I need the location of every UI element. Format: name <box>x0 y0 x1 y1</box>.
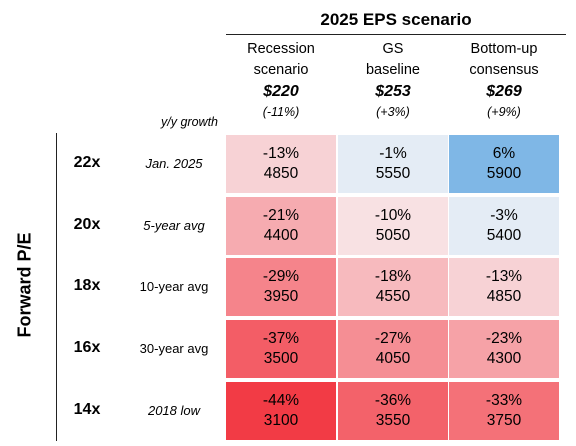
column-growth: (-11%) <box>262 105 300 119</box>
heatmap-cell: -13% 4850 <box>226 135 336 193</box>
column-header: Bottom-up consensus $269 (+9%) <box>449 39 559 123</box>
cell-level: 4300 <box>486 350 522 367</box>
heatmap-cell: 6% 5900 <box>449 135 559 193</box>
cell-change: -36% <box>374 392 412 409</box>
heatmap-cell: -1% 5550 <box>338 135 448 193</box>
cell-change: -37% <box>262 330 300 347</box>
chart-title: 2025 EPS scenario <box>320 10 472 29</box>
cell-level: 3550 <box>375 412 411 429</box>
cell-change: -23% <box>485 330 523 347</box>
heatmap-cell: -27% 4050 <box>338 320 448 378</box>
pe-basis: 2018 low <box>147 403 201 418</box>
heatmap-cell: -3% 5400 <box>449 197 559 255</box>
growth-row-label: y/y growth <box>161 115 218 129</box>
cell-change: -10% <box>374 207 412 224</box>
heatmap-cell: -18% 4550 <box>338 258 448 316</box>
heatmap-cell: -21% 4400 <box>226 197 336 255</box>
column-name-line: consensus <box>469 62 539 78</box>
cell-level: 4400 <box>263 227 299 244</box>
cell-change: -21% <box>262 207 300 224</box>
cell-change: -13% <box>262 145 300 162</box>
column-name-line: Recession <box>247 41 315 57</box>
heatmap-cell: -10% 5050 <box>338 197 448 255</box>
column-name-line: Bottom-up <box>470 41 538 57</box>
cell-change: 6% <box>492 145 516 162</box>
cell-change: -33% <box>485 392 523 409</box>
column-header: Recession scenario $220 (-11%) <box>226 39 336 123</box>
row-axis-label: Forward P/E <box>0 130 50 440</box>
column-header: GS baseline $253 (+3%) <box>338 39 448 123</box>
column-growth: (+3%) <box>376 105 410 119</box>
cell-change: -1% <box>379 145 407 162</box>
column-name-line: scenario <box>253 62 309 78</box>
cell-level: 5550 <box>375 165 411 182</box>
pe-basis: 30-year avg <box>139 341 209 356</box>
cell-level: 4850 <box>486 288 522 305</box>
cell-level: 5050 <box>375 227 411 244</box>
title-divider <box>226 34 566 35</box>
cell-change: -18% <box>374 268 412 285</box>
heatmap-cell: -37% 3500 <box>226 320 336 378</box>
cell-level: 4050 <box>375 350 411 367</box>
heatmap-cell: -36% 3550 <box>338 382 448 440</box>
row-axis-label-text: Forward P/E <box>14 232 35 338</box>
cell-level: 4550 <box>375 288 411 305</box>
heatmap-cell: -13% 4850 <box>449 258 559 316</box>
column-name-line: GS <box>382 41 404 57</box>
column-eps: $220 <box>263 83 299 100</box>
pe-basis: Jan. 2025 <box>145 156 203 171</box>
cell-change: -13% <box>485 268 523 285</box>
cell-level: 3500 <box>263 350 299 367</box>
cell-level: 4850 <box>263 165 299 182</box>
pe-multiple: 16x <box>73 339 101 356</box>
row-axis-line <box>56 133 57 441</box>
heatmap-cell: -29% 3950 <box>226 258 336 316</box>
cell-level: 3100 <box>263 412 299 429</box>
pe-basis: 10-year avg <box>139 279 209 294</box>
column-name-line: baseline <box>365 62 420 78</box>
cell-level: 3950 <box>263 288 299 305</box>
cell-level: 3750 <box>486 412 522 429</box>
column-eps: $253 <box>375 83 411 100</box>
cell-change: -29% <box>262 268 300 285</box>
cell-change: -3% <box>490 207 518 224</box>
pe-multiple: 20x <box>73 216 101 233</box>
cell-change: -27% <box>374 330 412 347</box>
pe-multiple: 22x <box>73 154 101 171</box>
column-growth: (+9%) <box>487 105 521 119</box>
heatmap-cell: -23% 4300 <box>449 320 559 378</box>
heatmap-cell: -44% 3100 <box>226 382 336 440</box>
pe-multiple: 18x <box>73 277 101 294</box>
pe-basis: 5-year avg <box>143 218 205 233</box>
column-eps: $269 <box>486 83 522 100</box>
cell-level: 5400 <box>486 227 522 244</box>
heatmap-cell: -33% 3750 <box>449 382 559 440</box>
pe-multiple: 14x <box>73 401 101 418</box>
cell-level: 5900 <box>486 165 522 182</box>
cell-change: -44% <box>262 392 300 409</box>
